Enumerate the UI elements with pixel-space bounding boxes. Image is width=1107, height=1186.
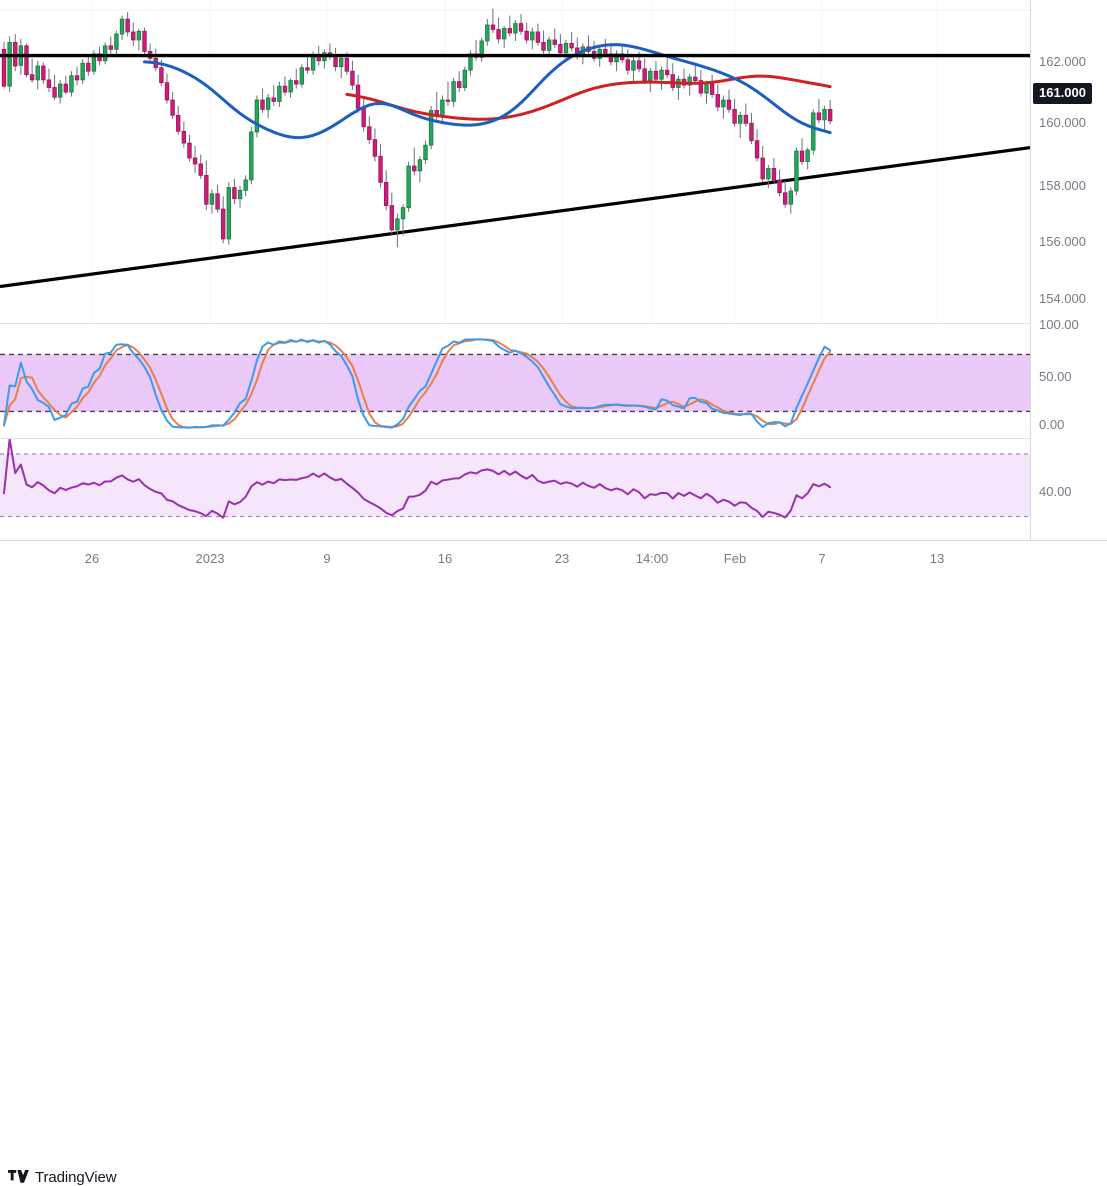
tradingview-logo-icon — [8, 1170, 29, 1183]
price-axis-tick: 154.000 — [1039, 291, 1086, 306]
time-axis-tick: 16 — [437, 551, 453, 566]
tradingview-wordmark: TradingView — [35, 1169, 117, 1186]
indicator-axis-tick: 50.00 — [1039, 369, 1072, 384]
rsi-pane[interactable] — [0, 439, 1030, 539]
stochastic-pane[interactable] — [0, 324, 1030, 438]
price-plot — [0, 0, 1030, 323]
price-scale[interactable]: 162.000 161.000 160.000 158.000 156.000 154.0… — [1030, 0, 1107, 575]
time-axis-tick: Feb — [723, 551, 747, 566]
indicator-axis-tick: 0.00 — [1039, 417, 1065, 432]
price-axis-tick: 158.000 — [1039, 178, 1086, 193]
time-axis-tick: 26 — [84, 551, 100, 566]
indicator-axis-tick: 40.00 — [1039, 484, 1072, 499]
price-axis-tick: 162.000 — [1039, 54, 1086, 69]
time-axis-tick: 2023 — [195, 551, 225, 566]
time-axis-tick: 23 — [554, 551, 570, 566]
rsi-plot — [0, 439, 1030, 519]
price-axis-tick: 156.000 — [1039, 234, 1086, 249]
tradingview-branding[interactable]: TradingView — [8, 1169, 117, 1186]
pane-separator-2 — [0, 438, 1107, 439]
time-axis-tick: 7 — [818, 551, 826, 566]
pane-separator-1 — [0, 323, 1107, 324]
indicator-axis-tick: 100.00 — [1039, 317, 1079, 332]
time-axis-tick: 14:00 — [635, 551, 669, 566]
stochastic-plot — [0, 338, 1030, 429]
footer-area: TradingView — [0, 574, 1107, 1186]
time-axis-tick: 9 — [323, 551, 331, 566]
price-axis-tick: 160.000 — [1039, 115, 1086, 130]
price-pane[interactable] — [0, 0, 1030, 323]
time-axis-tick: 13 — [929, 551, 945, 566]
time-scale[interactable]: 26 2023 9 16 23 14:00 Feb 7 13 — [0, 540, 1107, 574]
current-price-label[interactable]: 161.000 — [1033, 83, 1092, 104]
